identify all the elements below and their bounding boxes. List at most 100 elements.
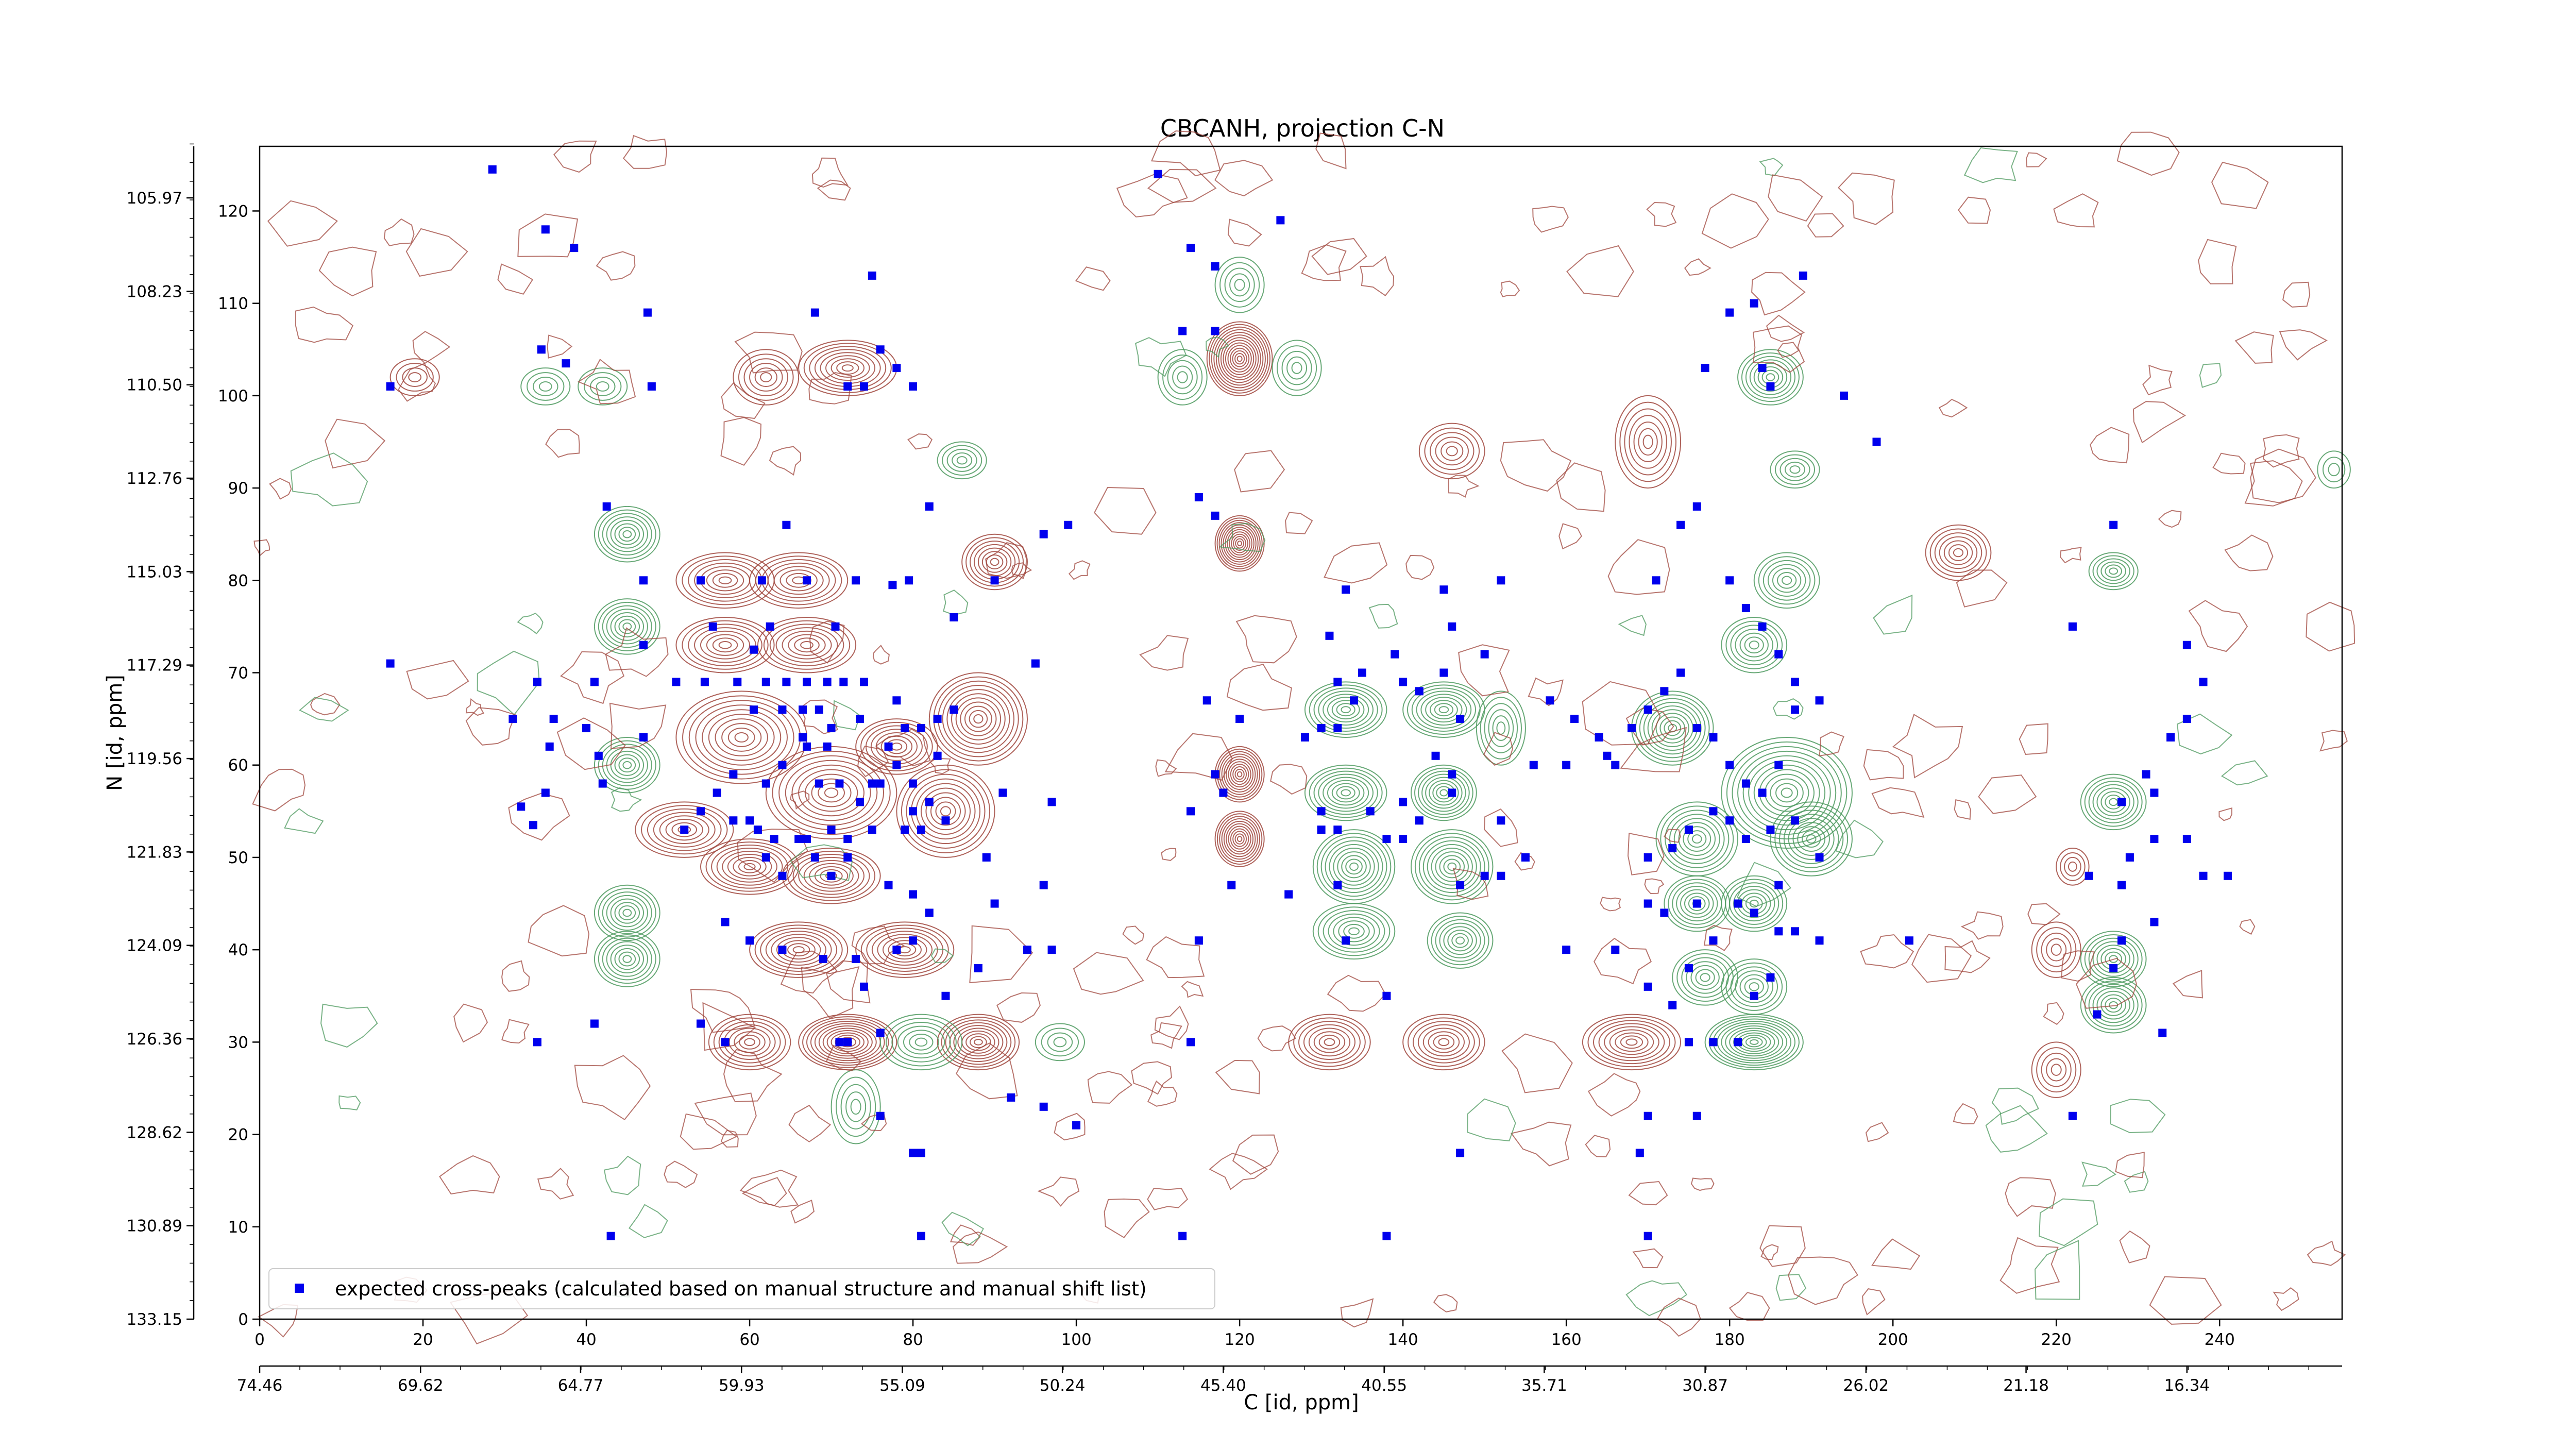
contour-ring [937, 1014, 1020, 1071]
contour-ring [925, 792, 966, 831]
noise-contour [553, 140, 597, 173]
noise-contour [295, 306, 354, 343]
y-ppm-tick-label: 124.09 [127, 937, 182, 955]
noise-contour [780, 950, 838, 994]
cross-peak-marker [1905, 936, 1913, 945]
cross-peak-marker [1497, 871, 1505, 880]
contour-ring [598, 740, 656, 790]
contour-ring [855, 718, 938, 775]
cross-peak-marker [1399, 678, 1408, 686]
contour-ring [1429, 780, 1459, 806]
contour-ring [1218, 519, 1261, 567]
cross-peak-marker [1399, 798, 1408, 806]
cross-peak-marker [2142, 770, 2150, 779]
contour-ring [798, 856, 865, 895]
contour-ring [877, 934, 933, 966]
contour-ring [811, 778, 852, 807]
contour-ring [1218, 334, 1261, 383]
contour-ring [1219, 262, 1260, 308]
contour-ring [2088, 781, 2139, 823]
cross-peak-marker [766, 622, 774, 631]
noise-contour [1837, 172, 1895, 225]
contour-ring [614, 615, 640, 638]
x-ppm-tick-label: 45.40 [1200, 1376, 1246, 1395]
contour-ring [1227, 345, 1252, 373]
cross-peak-marker [1064, 520, 1073, 529]
cross-peak-marker [909, 382, 918, 391]
contour-ring [1234, 279, 1245, 291]
contour-ring [1642, 434, 1653, 449]
cross-peak-marker [2068, 1111, 2077, 1120]
cross-peak-marker [803, 678, 811, 686]
noise-contour [497, 263, 534, 295]
contour-ring [940, 806, 951, 817]
cross-peak-marker [1480, 871, 1489, 880]
cross-peak-marker [1611, 761, 1620, 769]
noise-contour [310, 693, 341, 716]
contour-ring [1684, 892, 1710, 915]
cross-peak-marker [1448, 622, 1456, 631]
contour-ring [675, 616, 775, 673]
cross-peak-marker [1317, 825, 1326, 834]
noise-contour [405, 228, 468, 277]
noise-contour [556, 717, 626, 770]
contour-ring [2096, 558, 2130, 584]
cross-peak-marker [1497, 816, 1505, 825]
cross-peak-marker [856, 798, 865, 806]
noise-contour [1235, 615, 1297, 664]
contour-ring [598, 509, 656, 559]
contour-ring [945, 1019, 1012, 1065]
cross-peak-marker [1325, 631, 1334, 640]
contour-ring [1336, 786, 1355, 800]
contour-ring [598, 934, 656, 984]
noise-contour [2273, 1287, 2299, 1311]
x-tick-label: 140 [1388, 1330, 1418, 1349]
cross-peak-marker [1635, 1149, 1644, 1157]
cross-peak-marker [868, 779, 876, 788]
contour-ring [1318, 690, 1374, 729]
cross-peak-marker [1219, 788, 1228, 797]
contour-ring [1422, 840, 1481, 894]
noise-contour [2142, 364, 2173, 396]
contour-ring [897, 1025, 945, 1059]
y-tick-label: 120 [218, 202, 248, 221]
contour-ring [749, 552, 849, 609]
contour-ring [787, 943, 810, 957]
contour-ring [1236, 836, 1243, 842]
noise-contour [1728, 1292, 1770, 1321]
contour-ring [1664, 720, 1682, 736]
noise-contour [2115, 1152, 2145, 1178]
cross-peak-marker [1701, 364, 1709, 373]
noise-contour [2234, 331, 2274, 364]
contour-ring [855, 921, 955, 978]
cross-peak-marker [1766, 825, 1775, 834]
cross-peak-marker [1072, 1121, 1081, 1130]
cross-peak-marker [974, 964, 982, 972]
contour-ring [818, 1025, 877, 1059]
cross-peak-marker [2109, 964, 2118, 972]
contour-ring [1418, 836, 1485, 897]
contour-ring [946, 689, 1010, 749]
contour-ring [1214, 811, 1265, 867]
contour-ring [957, 1027, 999, 1057]
cross-peak-marker [761, 779, 770, 788]
noise-contour [1607, 539, 1670, 595]
noise-contour [875, 729, 931, 767]
contour-ring [1328, 913, 1380, 949]
contour-ring [1604, 1026, 1659, 1058]
contour-ring [754, 924, 843, 975]
cross-peak-marker [2109, 520, 2118, 529]
contour-ring [1425, 777, 1463, 809]
contour-ring [885, 1018, 957, 1067]
contour-ring [1753, 552, 1820, 609]
contour-ring [738, 353, 794, 401]
contour-ring [1221, 753, 1258, 795]
contour-ring [614, 902, 640, 924]
noise-contour [383, 218, 415, 246]
cross-peak-marker [933, 715, 942, 723]
noise-contour [664, 1160, 698, 1188]
contour-ring [965, 537, 1024, 587]
contour-ring [1313, 687, 1378, 732]
cross-peak-marker [1456, 715, 1465, 723]
noise-contour [2279, 329, 2328, 361]
